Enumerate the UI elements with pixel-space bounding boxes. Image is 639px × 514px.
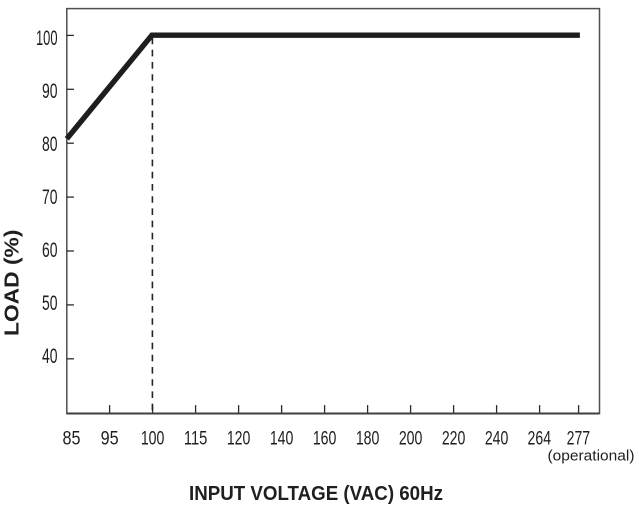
- svg-text:LOAD (%): LOAD (%): [0, 230, 23, 336]
- svg-text:160: 160: [313, 429, 337, 450]
- svg-text:80: 80: [42, 132, 58, 156]
- svg-text:180: 180: [356, 429, 380, 450]
- svg-text:220: 220: [442, 429, 466, 450]
- svg-text:100: 100: [141, 429, 165, 450]
- svg-text:120: 120: [227, 429, 251, 450]
- svg-text:50: 50: [42, 291, 58, 315]
- svg-text:264: 264: [528, 429, 552, 450]
- svg-text:85: 85: [63, 429, 81, 450]
- svg-text:90: 90: [42, 79, 58, 103]
- svg-text:115: 115: [184, 429, 208, 450]
- svg-text:40: 40: [42, 344, 58, 368]
- svg-text:277: 277: [567, 429, 591, 450]
- svg-text:70: 70: [42, 185, 58, 209]
- svg-text:140: 140: [270, 429, 294, 450]
- svg-text:INPUT VOLTAGE (VAC) 60Hz: INPUT VOLTAGE (VAC) 60Hz: [189, 482, 443, 505]
- svg-text:95: 95: [101, 429, 119, 450]
- svg-text:60: 60: [42, 238, 58, 262]
- svg-text:100: 100: [36, 26, 58, 50]
- svg-text:(operational): (operational): [548, 449, 635, 465]
- svg-text:240: 240: [485, 429, 509, 450]
- svg-text:200: 200: [399, 429, 423, 450]
